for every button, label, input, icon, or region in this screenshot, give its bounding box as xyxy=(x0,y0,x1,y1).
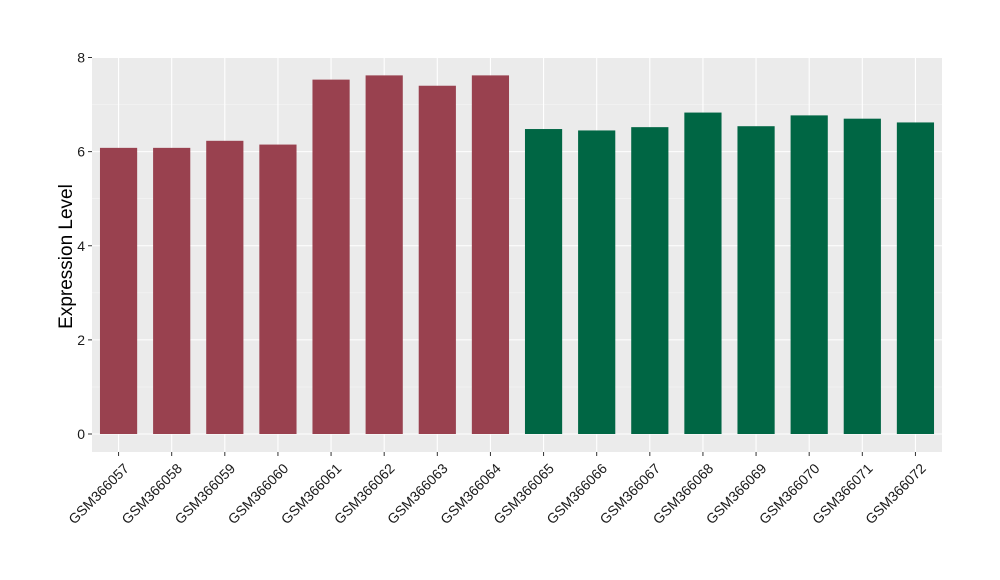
bar-GSM366065 xyxy=(524,129,563,434)
bar-GSM366063 xyxy=(418,85,456,435)
y-tick-label: 8 xyxy=(77,50,85,66)
bars xyxy=(99,75,935,435)
bar-GSM366064 xyxy=(471,75,510,434)
y-axis-title: Expression Level xyxy=(56,184,77,329)
bar-GSM366069 xyxy=(737,126,775,435)
y-axis: 0 2 4 6 8 xyxy=(77,50,92,442)
bar-GSM366068 xyxy=(684,112,722,435)
y-tick-label: 6 xyxy=(77,144,85,160)
bar-GSM366070 xyxy=(790,115,828,434)
y-tick-label: 0 xyxy=(77,426,85,442)
bar-GSM366067 xyxy=(631,127,669,434)
bar-GSM366059 xyxy=(206,140,244,434)
bar-GSM366061 xyxy=(312,79,350,434)
bar-GSM366066 xyxy=(578,130,616,434)
bar-GSM366060 xyxy=(259,144,297,435)
bar-GSM366072 xyxy=(896,122,935,434)
y-tick-label: 4 xyxy=(77,238,85,254)
bar-GSM366057 xyxy=(99,147,138,435)
x-axis: GSM366057GSM366058GSM366059GSM366060GSM3… xyxy=(65,452,929,527)
y-tick-label: 2 xyxy=(77,332,85,348)
bar-GSM366071 xyxy=(843,118,881,435)
bar-GSM366062 xyxy=(365,75,403,434)
bar-GSM366058 xyxy=(153,147,191,435)
